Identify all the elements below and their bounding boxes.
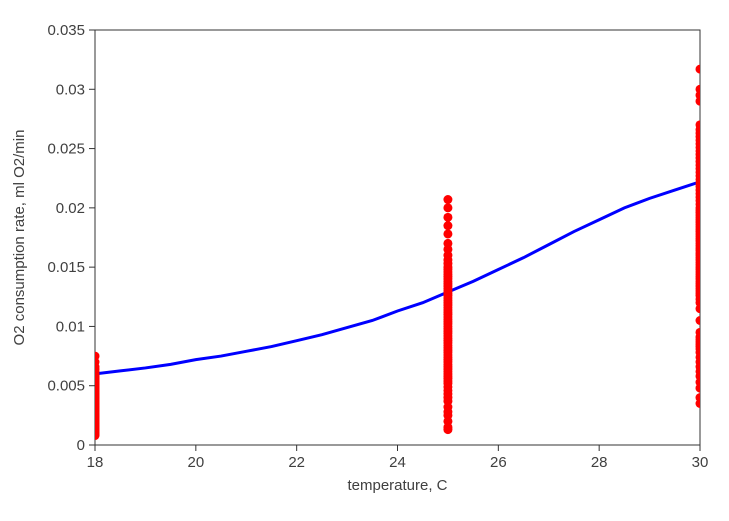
x-tick-label: 22 bbox=[288, 454, 305, 471]
data-point bbox=[443, 239, 452, 248]
data-point bbox=[443, 203, 452, 212]
data-point bbox=[443, 213, 452, 222]
y-tick-label: 0 bbox=[77, 437, 85, 454]
x-tick-label: 26 bbox=[490, 454, 507, 471]
x-tick-label: 30 bbox=[692, 454, 709, 471]
x-tick-label: 24 bbox=[389, 454, 406, 471]
chart-container: 18 20 22 24 26 28 30 0 0.005 0.01 0.015 0.02 0.025 0.… bbox=[0, 0, 729, 521]
data-point bbox=[443, 221, 452, 230]
y-tick-label: 0.01 bbox=[56, 318, 85, 335]
data-point bbox=[443, 229, 452, 238]
data-point bbox=[443, 195, 452, 204]
y-tick-label: 0.005 bbox=[47, 378, 85, 395]
x-tick-label: 20 bbox=[187, 454, 204, 471]
y-tick-label: 0.025 bbox=[47, 141, 85, 158]
y-tick-label: 0.015 bbox=[47, 259, 85, 276]
y-tick-label: 0.03 bbox=[56, 81, 85, 98]
plot-background bbox=[0, 0, 729, 521]
y-axis-label: O2 consumption rate, ml O2/min bbox=[11, 130, 28, 346]
y-tick-label: 0.02 bbox=[56, 200, 85, 217]
x-axis-label: temperature, C bbox=[347, 477, 447, 494]
o2-consumption-chart: 18 20 22 24 26 28 30 0 0.005 0.01 0.015 0.02 0.025 0.… bbox=[0, 0, 729, 521]
x-tick-label: 28 bbox=[591, 454, 608, 471]
x-tick-label: 18 bbox=[87, 454, 104, 471]
y-tick-label: 0.035 bbox=[47, 22, 85, 39]
